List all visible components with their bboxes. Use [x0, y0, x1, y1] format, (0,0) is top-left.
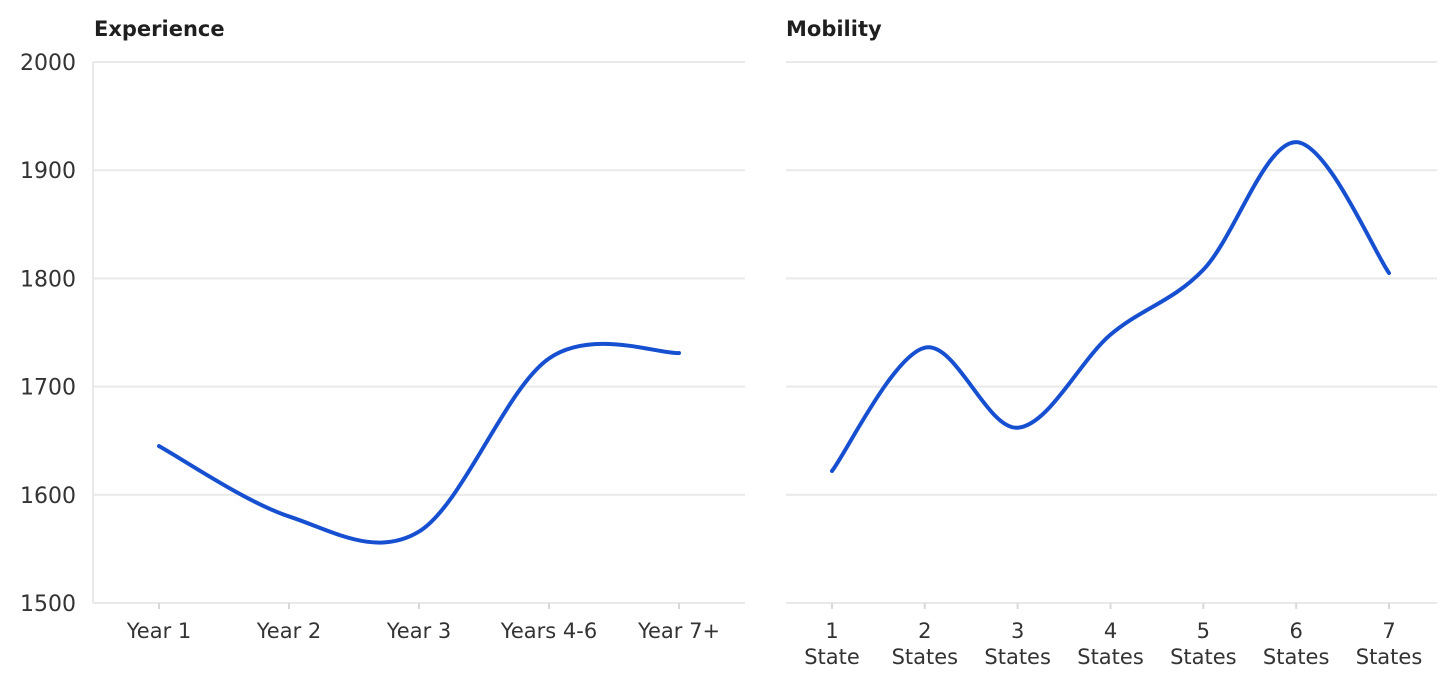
x-tick-label: 4 States: [1077, 619, 1144, 669]
x-tick-label: 2 States: [892, 619, 959, 669]
x-tick-label-line: Year 1: [126, 619, 192, 643]
x-tick-label-line: State: [804, 645, 860, 669]
y-tick-label-1900: 1900: [20, 159, 76, 184]
x-tick-label: Years 4-6: [500, 619, 597, 643]
y-tick-label-1600: 1600: [20, 484, 76, 509]
x-tick-label: Year 7+: [637, 619, 720, 643]
x-tick-label-line: States: [1263, 645, 1330, 669]
x-tick-label: Year 1: [126, 619, 192, 643]
y-tick-label-1800: 1800: [20, 267, 76, 292]
x-tick-label: 7 States: [1356, 619, 1423, 669]
y-tick-label-1500: 1500: [20, 592, 76, 617]
x-tick-label: 5 States: [1170, 619, 1237, 669]
x-tick-label-line: 5: [1197, 619, 1210, 643]
x-tick-label-line: 4: [1104, 619, 1117, 643]
chart-title: Experience: [94, 17, 225, 41]
x-tick-label: 3 States: [984, 619, 1051, 669]
x-tick-label-line: 3: [1011, 619, 1024, 643]
y-tick-label-2000: 2000: [20, 51, 76, 76]
x-tick-label-line: 6: [1289, 619, 1302, 643]
x-tick-label-line: States: [1170, 645, 1237, 669]
y-tick-label-1700: 1700: [20, 376, 76, 401]
x-tick-label-line: 2: [918, 619, 931, 643]
x-tick-label-line: Years 4-6: [500, 619, 597, 643]
x-tick-label: Year 2: [256, 619, 322, 643]
x-tick-label-line: 1: [825, 619, 838, 643]
x-tick-label-line: States: [984, 645, 1051, 669]
chart-title: Mobility: [786, 17, 882, 41]
x-tick-label: Year 3: [386, 619, 452, 643]
series-line: [157, 342, 681, 545]
x-tick-label-line: Year 7+: [637, 619, 720, 643]
x-tick-label-line: States: [892, 645, 959, 669]
chart-panel-1: Experience 1500 1600 1700 1800 1900 2000 Year 1…: [20, 17, 745, 643]
x-tick-label-line: States: [1356, 645, 1423, 669]
x-tick-label-line: States: [1077, 645, 1144, 669]
x-tick-label: 6 States: [1263, 619, 1330, 669]
x-tick-label-line: Year 2: [256, 619, 322, 643]
x-tick-label-line: Year 3: [386, 619, 452, 643]
x-tick-label: 1 State: [804, 619, 860, 669]
x-tick-label-line: 7: [1382, 619, 1395, 643]
series-line: [830, 140, 1391, 473]
